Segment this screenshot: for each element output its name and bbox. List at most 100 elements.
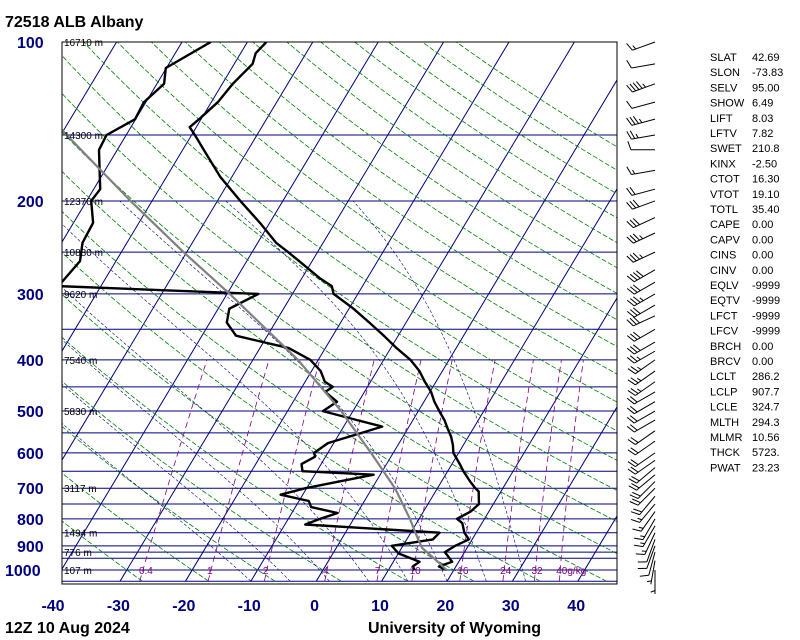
station-title: 72518 ALB Albany: [5, 14, 144, 31]
barb-feather: [634, 537, 644, 541]
index-value: -2.50: [752, 158, 777, 170]
height-label: 776 m: [64, 548, 92, 559]
height-label: 10880 m: [64, 248, 103, 259]
pressure-tick-label: 800: [17, 512, 44, 529]
barb-feather: [632, 331, 641, 339]
barb-feather: [627, 141, 632, 150]
barb-shaft: [642, 518, 656, 540]
mixing-ratio-label: 2: [263, 566, 269, 577]
barb-half-feather: [638, 526, 644, 529]
wind-barb: [637, 545, 656, 570]
height-label: 14300 m: [64, 131, 103, 142]
temperature-tick-label: 0: [310, 598, 319, 615]
temperature-profile: [188, 42, 481, 572]
index-value: 35.40: [752, 204, 780, 216]
temperature-tick-label: 40: [567, 598, 585, 615]
moist-adiabat: [62, 339, 330, 582]
barb-half-feather: [639, 297, 644, 302]
wind-barb: [637, 539, 656, 563]
pressure-tick-label: 500: [17, 404, 44, 421]
wind-barb: [632, 511, 656, 532]
barb-feather: [626, 407, 635, 415]
height-label: 5830 m: [64, 407, 97, 418]
barb-shaft: [636, 467, 656, 484]
index-value: 286.2: [752, 371, 780, 383]
index-name: LCLE: [710, 402, 738, 414]
wind-barb: [626, 350, 656, 364]
index-value: 5723.: [752, 447, 780, 459]
barb-feather: [630, 366, 639, 373]
wind-barb: [626, 315, 656, 327]
height-label: 7540 m: [64, 356, 97, 367]
index-name: SWET: [710, 143, 742, 155]
barb-feather: [629, 116, 636, 125]
barb-feather: [632, 307, 641, 314]
barb-feather: [626, 299, 635, 307]
wind-barb: [626, 251, 656, 263]
barb-feather: [629, 355, 638, 362]
index-value: 907.7: [752, 386, 780, 398]
index-value: 0.00: [752, 341, 773, 353]
dry-adiabat: [62, 336, 408, 582]
mixing-ratio-label: 7: [375, 566, 381, 577]
mixing-ratio-label: 16: [457, 566, 469, 577]
barb-feather: [626, 357, 635, 364]
barb-shaft: [633, 401, 656, 415]
wind-barbs: [626, 41, 656, 594]
barb-feather: [626, 288, 635, 295]
index-value: 95.00: [752, 82, 780, 94]
wind-barb: [634, 518, 656, 541]
barb-feather: [629, 273, 638, 281]
wind-barb: [627, 141, 655, 151]
index-value: 16.30: [752, 174, 780, 186]
index-name: CINV: [710, 265, 737, 277]
barb-shaft: [637, 487, 656, 506]
barb-shaft: [633, 350, 656, 364]
barb-shaft: [631, 101, 656, 109]
barb-feather: [632, 316, 640, 324]
barb-shaft: [633, 419, 656, 433]
barb-feather: [628, 485, 637, 491]
barb-shaft: [640, 511, 656, 532]
mixing-ratio-line: [207, 359, 270, 582]
wind-barb: [627, 430, 656, 445]
barb-half-feather: [636, 356, 641, 361]
mixing-ratio-label: 4: [323, 566, 329, 577]
barb-feather: [627, 461, 636, 468]
wind-barb: [627, 452, 656, 468]
barb-feather: [629, 501, 639, 506]
index-value: 42.69: [752, 52, 780, 64]
barb-feather: [629, 317, 637, 325]
axis-labels: 0.4 1 2 4 7 10 16 24 32 40g/kg1002003004005006007…: [5, 35, 586, 615]
mixing-ratio-label: 24: [500, 566, 512, 577]
barb-feather: [629, 424, 638, 431]
index-name: EQLV: [710, 280, 739, 292]
wind-barb: [639, 551, 656, 577]
temperature-tick-label: -40: [41, 598, 64, 615]
barb-feather: [629, 298, 638, 305]
barb-feather: [630, 466, 639, 473]
dry-adiabat: [62, 520, 143, 582]
index-name: LFCT: [710, 310, 738, 322]
wind-barb: [626, 115, 656, 126]
index-name: BRCH: [710, 341, 741, 353]
barb-half-feather: [637, 377, 642, 382]
pressure-tick-label: 400: [17, 353, 44, 370]
mixing-ratio-line: [263, 359, 321, 582]
barb-feather: [635, 553, 645, 555]
index-name: LCLT: [710, 371, 736, 383]
wind-barb: [626, 401, 656, 415]
barb-feather: [632, 284, 641, 292]
index-name: SELV: [710, 82, 738, 94]
temperature-tick-label: 20: [437, 598, 455, 615]
barb-feather: [629, 254, 637, 262]
barb-feather: [629, 200, 637, 209]
wind-barb: [626, 304, 656, 318]
isotherm-line: [0, 42, 51, 581]
index-name: PWAT: [710, 462, 741, 474]
index-name: TOTL: [710, 204, 738, 216]
barb-shaft: [635, 452, 656, 468]
sounding-profiles: [62, 42, 481, 572]
barb-feather: [626, 221, 634, 229]
barb-shaft: [635, 459, 656, 475]
